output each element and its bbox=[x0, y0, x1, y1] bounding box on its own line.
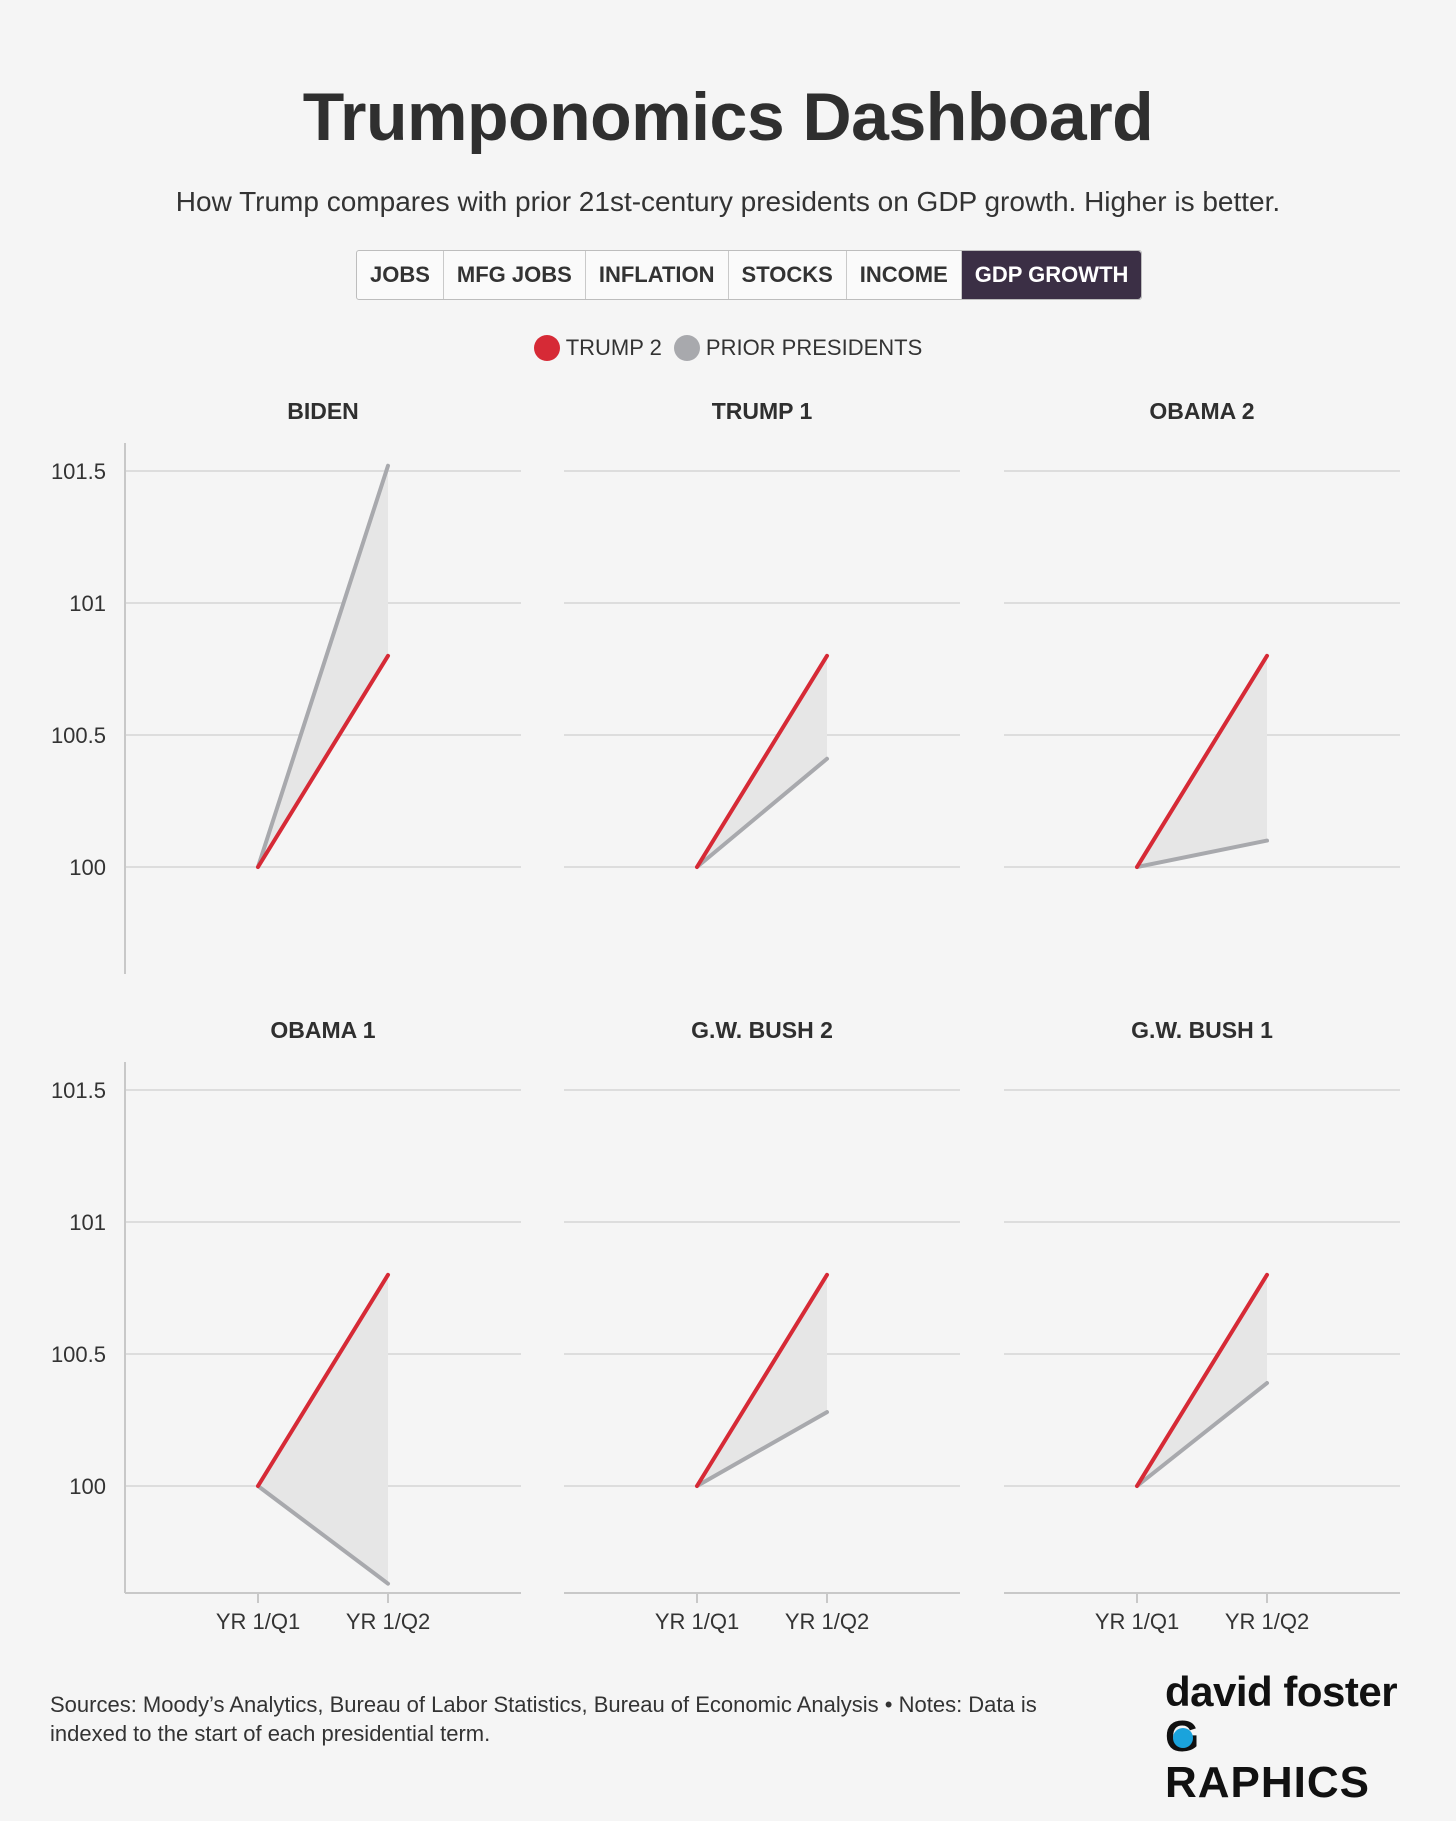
y-tick-label: 101 bbox=[69, 591, 106, 616]
y-tick-label: 100 bbox=[69, 1474, 106, 1499]
trump2-line bbox=[695, 1272, 829, 1488]
trump2-line bbox=[1135, 1272, 1269, 1488]
x-tick-label: YR 1/Q1 bbox=[655, 1609, 739, 1634]
panel-title-g-w-bush-1: G.W. BUSH 1 bbox=[1131, 1017, 1273, 1043]
page-subtitle: How Trump compares with prior 21st-centu… bbox=[175, 186, 1281, 217]
difference-band bbox=[258, 1274, 388, 1584]
prior-president-line-obama-1 bbox=[256, 1484, 390, 1586]
logo-top-text: david foster bbox=[1165, 1668, 1398, 1715]
tab-income[interactable]: INCOME bbox=[847, 251, 962, 299]
trump2-line bbox=[256, 1272, 390, 1488]
metric-tabs: JOBS MFG JOBS INFLATION STOCKS INCOME GD… bbox=[356, 250, 1143, 300]
y-tick-label: 101 bbox=[69, 1210, 106, 1235]
panel-title-obama-2: OBAMA 2 bbox=[1149, 398, 1254, 424]
tab-jobs[interactable]: JOBS bbox=[357, 251, 444, 299]
panel-title-trump-1: TRUMP 1 bbox=[712, 398, 813, 424]
prior-president-line-g-w-bush-2 bbox=[695, 1410, 829, 1488]
y-tick-label: 101.5 bbox=[51, 459, 106, 484]
footer-sources: Sources: Moody’s Analytics, Bureau of La… bbox=[50, 1692, 1037, 1746]
x-tick-label: YR 1/Q1 bbox=[216, 1609, 300, 1634]
panel-title-g-w-bush-2: G.W. BUSH 2 bbox=[691, 1017, 833, 1043]
y-tick-label: 100.5 bbox=[51, 723, 106, 748]
trump2-line bbox=[1135, 653, 1269, 869]
prior-president-line-biden bbox=[256, 463, 390, 869]
y-tick-label: 100.5 bbox=[51, 1342, 106, 1367]
legend-item-trump2: TRUMP 2 bbox=[533, 335, 662, 361]
logo-bottom-rest: RAPHICS bbox=[1165, 1758, 1371, 1807]
panel-title-biden: BIDEN bbox=[287, 398, 359, 424]
prior-president-line-obama-2 bbox=[1135, 838, 1269, 869]
legend-dot-prior bbox=[673, 335, 700, 361]
legend-label-trump2: TRUMP 2 bbox=[565, 335, 662, 360]
logo: david foster GRAPHICS bbox=[1165, 1670, 1405, 1806]
logo-g-letter: G bbox=[1165, 1712, 1201, 1761]
tab-inflation[interactable]: INFLATION bbox=[586, 251, 729, 299]
logo-bottom-text: GRAPHICS bbox=[1165, 1714, 1405, 1806]
x-tick-label: YR 1/Q2 bbox=[1225, 1609, 1309, 1634]
legend-item-prior: PRIOR PRESIDENTS bbox=[673, 335, 923, 361]
panel-title-obama-1: OBAMA 1 bbox=[270, 1017, 375, 1043]
y-tick-label: 100 bbox=[69, 855, 106, 880]
y-tick-label: 101.5 bbox=[51, 1078, 106, 1103]
legend-label-prior: PRIOR PRESIDENTS bbox=[705, 335, 923, 360]
legend-dot-trump2 bbox=[533, 335, 560, 361]
trump2-line bbox=[256, 653, 390, 869]
prior-president-line-g-w-bush-1 bbox=[1135, 1381, 1269, 1488]
tab-stocks[interactable]: STOCKS bbox=[729, 251, 847, 299]
tab-gdp-growth[interactable]: GDP GROWTH bbox=[961, 251, 1142, 299]
prior-president-line-trump-1 bbox=[695, 756, 829, 869]
x-tick-label: YR 1/Q2 bbox=[785, 1609, 869, 1634]
legend: TRUMP 2 PRIOR PRESIDENTS bbox=[0, 335, 1456, 361]
trump2-line bbox=[695, 653, 829, 869]
page-title: Trumponomics Dashboard bbox=[302, 79, 1154, 155]
x-tick-label: YR 1/Q1 bbox=[1095, 1609, 1179, 1634]
tab-mfg-jobs[interactable]: MFG JOBS bbox=[444, 251, 586, 299]
x-tick-label: YR 1/Q2 bbox=[346, 1609, 430, 1634]
